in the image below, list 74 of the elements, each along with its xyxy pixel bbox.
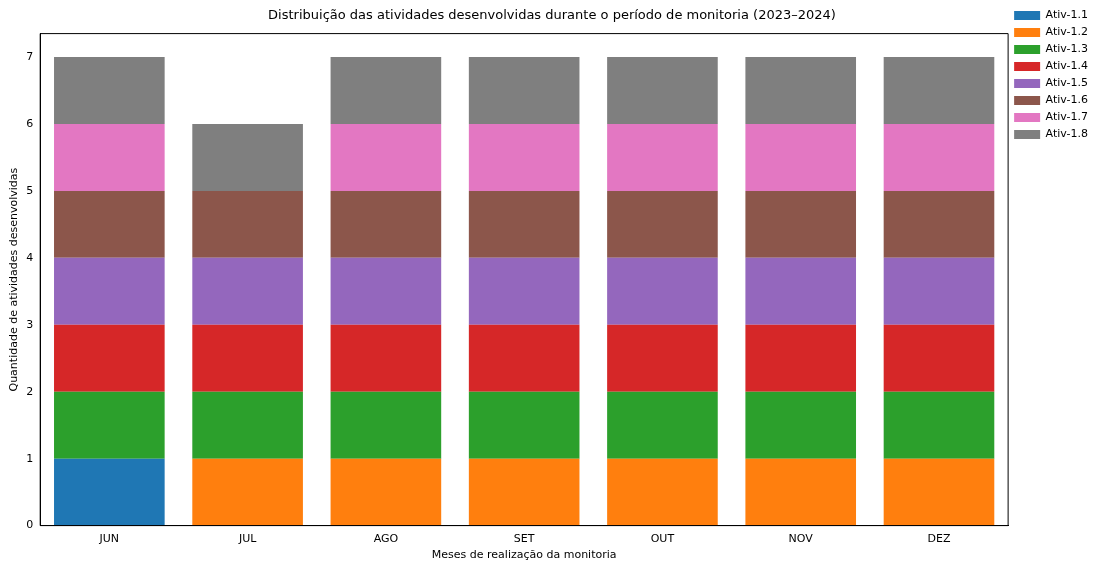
legend-label: Ativ-1.1 [1045,8,1089,22]
bar [607,324,718,392]
bar [607,391,718,459]
bar [192,458,303,526]
bar [468,324,580,392]
legend-label: Ativ-1.4 [1045,59,1089,73]
bar [330,458,442,526]
legend-label: Ativ-1.6 [1045,93,1089,107]
bar [330,391,442,459]
x-axis-title: Meses de realização da monitoria [431,548,617,562]
bar [745,123,857,191]
y-tick-label: 2 [26,384,34,398]
bar [607,458,718,526]
bar [745,190,857,258]
legend-label: Ativ-1.8 [1045,127,1089,141]
bar [330,257,442,325]
bar [745,57,857,124]
x-tick-label: JUN [98,532,120,546]
bar [54,458,165,526]
bar [468,458,580,526]
bar [745,458,857,526]
bar [745,324,857,392]
bar [468,391,580,459]
y-tick-label: 5 [26,183,34,197]
legend-label: Ativ-1.3 [1045,42,1089,56]
x-tick-label: SET [513,532,535,546]
y-tick-label: 6 [26,116,34,130]
bar [607,57,718,124]
x-tick-label: JUL [237,532,258,546]
bar [468,257,580,325]
bar [883,257,995,325]
bar [54,123,165,191]
bar [330,190,442,258]
y-tick-label: 3 [26,317,34,331]
legend-label: Ativ-1.7 [1045,110,1089,124]
bar [883,190,995,258]
x-tick-label: NOV [788,532,814,546]
bar [54,257,165,325]
legend-label: Ativ-1.2 [1045,25,1089,39]
chart-title: Distribuição das atividades desenvolvidas durante o período de monitoria (2023–2024) [268,7,836,23]
legend-label: Ativ-1.5 [1045,76,1089,90]
y-tick-label: 1 [26,451,34,465]
bar [468,57,580,124]
bar [330,123,442,191]
bar [330,324,442,392]
bar [192,190,303,258]
y-tick-label: 7 [26,49,34,63]
bar [192,123,303,191]
bar [330,57,442,124]
bar [607,190,718,258]
bar [883,391,995,459]
bar [883,123,995,191]
bar [192,324,303,392]
bar [883,458,995,526]
y-axis-title: Quantidade de atividades desenvolvidas [7,167,21,392]
x-tick-label: AGO [373,532,399,546]
bar [607,123,718,191]
bar [607,257,718,325]
x-tick-label: OUT [650,532,675,546]
bar [468,123,580,191]
bar [192,391,303,459]
bar [54,324,165,392]
bar [54,391,165,459]
bar [54,57,165,124]
bar [883,57,995,124]
bar [468,190,580,258]
bar [54,190,165,258]
bar [745,257,857,325]
bar [883,324,995,392]
x-tick-label: DEZ [927,532,951,546]
bar [192,257,303,325]
y-tick-label: 4 [26,250,34,264]
bar [745,391,857,459]
y-tick-label: 0 [26,518,34,532]
